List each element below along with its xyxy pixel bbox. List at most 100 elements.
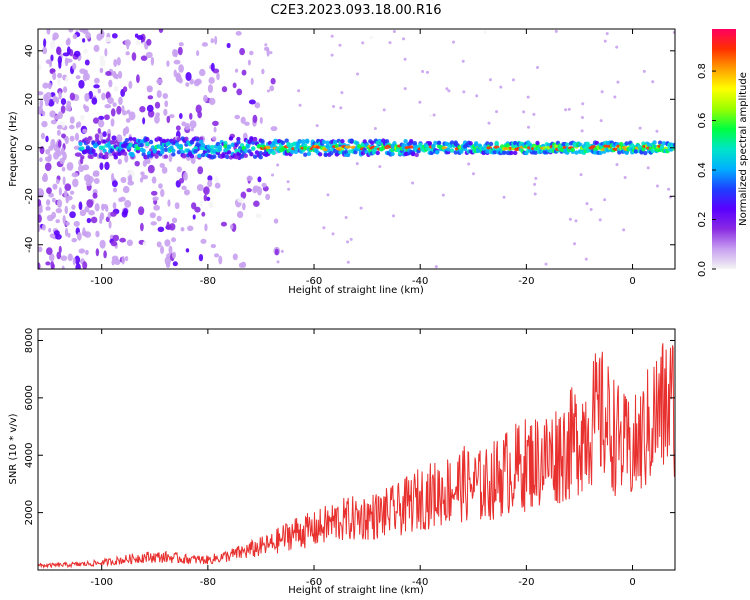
heatmap-cell	[256, 186, 263, 196]
heatmap-cell	[55, 208, 63, 214]
heatmap-cell	[178, 42, 184, 47]
heatmap-cell	[243, 153, 249, 158]
heatmap-cell	[195, 137, 200, 142]
heatmap-cell	[526, 95, 530, 99]
heatmap-cell	[207, 175, 213, 182]
heatmap-cell	[124, 137, 130, 143]
heatmap-cell	[38, 64, 42, 71]
heatmap-cell	[180, 227, 185, 232]
heatmap-cell	[79, 209, 87, 217]
heatmap-cell	[93, 84, 100, 89]
heatmap-cell	[330, 34, 334, 38]
heatmap-cell	[112, 70, 117, 79]
heatmap-cell	[403, 139, 408, 144]
heatmap-cell	[103, 250, 107, 259]
heatmap-cell	[78, 248, 86, 254]
heatmap-cell	[124, 126, 130, 135]
heatmap-cell	[112, 202, 117, 210]
heatmap-cell	[152, 196, 159, 201]
snr-panel: -100 -80 -60 -40 -20 0 2000 4000 6000 8000 Heigh…	[8, 328, 676, 596]
heatmap-cell	[471, 172, 475, 176]
heatmap-cell	[501, 150, 507, 155]
heatmap-cell	[39, 157, 43, 163]
heatmap-cell	[104, 48, 108, 57]
heatmap-cell	[223, 140, 228, 146]
heatmap-cell	[345, 152, 351, 158]
heatmap-cell	[47, 156, 52, 162]
heatmap-cell	[584, 257, 588, 261]
heatmap-cell	[110, 240, 118, 247]
heatmap-cell	[128, 174, 133, 183]
heatmap-cell	[382, 108, 386, 112]
heatmap-cell	[249, 152, 254, 157]
heatmap-cell	[66, 195, 73, 201]
heatmap-cell	[347, 149, 353, 154]
heatmap-cell	[75, 122, 79, 129]
heatmap-x-tick-label: -20	[518, 276, 534, 287]
heatmap-cell	[106, 137, 111, 142]
heatmap-cell	[145, 51, 153, 59]
heatmap-cell	[297, 139, 302, 144]
heatmap-cell	[134, 160, 140, 167]
heatmap-cell	[176, 166, 182, 173]
heatmap-cell	[356, 72, 360, 76]
snr-x-tick-label: -60	[306, 577, 322, 588]
heatmap-cell	[210, 144, 215, 150]
heatmap-cell	[338, 43, 342, 47]
heatmap-cell	[616, 80, 620, 84]
heatmap-cell	[41, 224, 46, 231]
heatmap-cell	[203, 186, 210, 195]
heatmap-cell	[44, 100, 49, 107]
heatmap-cell	[502, 146, 509, 151]
heatmap-cell	[125, 117, 131, 123]
heatmap-cell	[284, 138, 289, 143]
colorbar: 0.0 0.2 0.4 0.6 0.8 Normalized spectral ampl…	[697, 29, 749, 277]
heatmap-cell	[57, 139, 62, 148]
heatmap-cell	[67, 253, 73, 262]
heatmap-cell	[113, 187, 118, 193]
heatmap-cell	[171, 152, 176, 157]
heatmap-cell	[249, 137, 254, 142]
heatmap-cell	[408, 138, 414, 144]
heatmap-cell	[131, 52, 137, 61]
heatmap-cell	[154, 114, 160, 124]
heatmap-cell	[88, 210, 95, 216]
heatmap-cell	[411, 181, 415, 185]
heatmap-cell	[39, 99, 44, 108]
heatmap-cell	[71, 237, 78, 243]
heatmap-cell	[492, 149, 497, 155]
heatmap-cell	[130, 152, 135, 157]
heatmap-cell	[208, 76, 215, 84]
heatmap-cell	[69, 92, 76, 101]
heatmap-cell	[107, 133, 111, 139]
heatmap-cell	[331, 232, 335, 236]
heatmap-cell	[65, 58, 73, 63]
heatmap-cell	[115, 73, 119, 80]
heatmap-cell	[533, 150, 538, 155]
heatmap-cell	[483, 30, 487, 34]
heatmap-cell	[74, 255, 81, 265]
heatmap-cell	[344, 216, 348, 220]
heatmap-cell	[105, 71, 112, 76]
heatmap-cell	[173, 69, 177, 78]
heatmap-cell	[659, 144, 665, 150]
heatmap-cell	[321, 139, 327, 145]
heatmap-cell	[226, 150, 232, 155]
heatmap-cell	[48, 228, 52, 233]
heatmap-cell	[340, 91, 344, 95]
heatmap-cell	[253, 200, 260, 207]
heatmap-cell	[162, 93, 169, 99]
heatmap-cell	[509, 150, 514, 155]
heatmap-cell	[74, 152, 82, 157]
heatmap-cell	[45, 199, 51, 206]
heatmap-cell	[189, 120, 197, 129]
heatmap-cell	[117, 158, 122, 165]
heatmap-cell	[522, 110, 526, 114]
heatmap-cell	[578, 142, 583, 147]
heatmap-cell	[46, 29, 51, 35]
heatmap-cell	[55, 97, 60, 105]
snr-y-tick-label: 8000	[24, 328, 35, 353]
heatmap-cell	[56, 199, 63, 208]
heatmap-cell	[171, 251, 177, 259]
heatmap-cell	[61, 166, 66, 172]
